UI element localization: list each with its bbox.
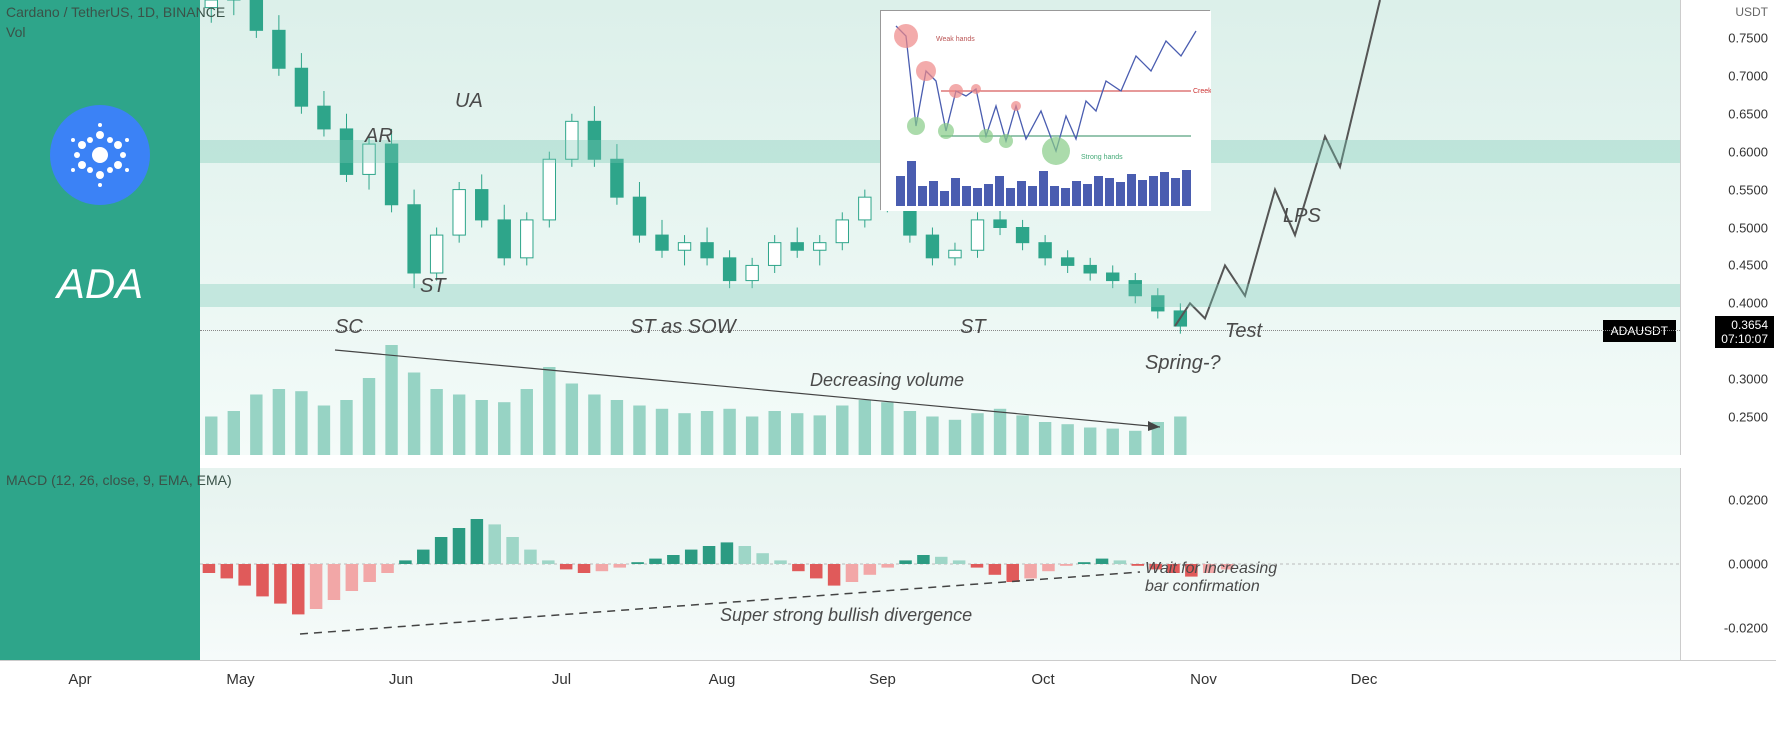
svg-text:Strong hands: Strong hands: [1081, 154, 1123, 161]
macd-panel[interactable]: [0, 468, 1680, 660]
chart-label: UA: [455, 90, 483, 113]
price-tick: 0.2500: [1728, 410, 1768, 425]
macd-title: MACD (12, 26, close, 9, EMA, EMA): [6, 472, 232, 488]
price-tick: 0.6000: [1728, 144, 1768, 159]
symbol-badge: ADAUSDT: [1603, 320, 1676, 342]
time-axis[interactable]: Apr May Jun Jul Aug Sep Oct Nov Dec: [0, 660, 1776, 747]
time-tick: Jul: [552, 671, 571, 688]
time-tick: Sep: [869, 671, 896, 688]
price-tick: 0.6500: [1728, 106, 1768, 121]
chart-label: SC: [335, 316, 363, 339]
price-tick: 0.5500: [1728, 182, 1768, 197]
note-bar-confirm: Wait for increasing bar confirmation: [1145, 560, 1277, 596]
price-badge: 0.3654 07:10:07: [1715, 316, 1774, 349]
price-tick: 0.7500: [1728, 30, 1768, 45]
chart-title: Cardano / TetherUS, 1D, BINANCE: [6, 4, 225, 20]
note-bullish-divergence: Super strong bullish divergence: [720, 605, 972, 626]
time-tick: Apr: [68, 671, 91, 688]
chart-root: ADA Cardano / TetherUS, 1D, BINANCE Vol …: [0, 0, 1776, 747]
time-tick: Nov: [1190, 671, 1217, 688]
chart-label: Test: [1225, 320, 1262, 343]
ada-logo-icon: [50, 105, 150, 205]
svg-text:Creek: Creek: [1193, 88, 1211, 95]
time-tick: Jun: [389, 671, 413, 688]
macd-tick: 0.0200: [1728, 493, 1768, 508]
price-tick: 0.3000: [1728, 372, 1768, 387]
price-axis[interactable]: USDT 0.7500 0.7000 0.6500 0.6000 0.5500 0.500…: [1680, 0, 1776, 455]
chart-label: ST: [960, 316, 986, 339]
price-tick: 0.5000: [1728, 220, 1768, 235]
macd-axis[interactable]: 0.0200 0.0000 -0.0200: [1680, 468, 1776, 660]
time-tick: Aug: [709, 671, 736, 688]
price-tick: 0.4500: [1728, 258, 1768, 273]
price-tick: 0.4000: [1728, 296, 1768, 311]
time-tick: Dec: [1351, 671, 1378, 688]
chart-label: ST: [420, 275, 446, 298]
ticker-label: ADA: [0, 260, 200, 308]
axis-unit: USDT: [1735, 5, 1768, 19]
macd-tick: 0.0000: [1728, 557, 1768, 572]
price-tick: 0.7000: [1728, 68, 1768, 83]
last-price-line: [200, 330, 1680, 331]
vol-label: Vol: [6, 24, 25, 40]
chart-label: ST as SOW: [630, 316, 736, 339]
chart-label: Spring-?: [1145, 352, 1221, 375]
schematic-inset: Weak hands Strong hands Creek: [880, 10, 1210, 210]
note-decreasing-volume: Decreasing volume: [810, 370, 964, 391]
chart-label: AR: [365, 125, 393, 148]
time-tick: Oct: [1031, 671, 1054, 688]
time-tick: May: [226, 671, 254, 688]
logo-sidebar: ADA: [0, 0, 200, 660]
macd-tick: -0.0200: [1724, 621, 1768, 636]
chart-label: LPS: [1283, 205, 1321, 228]
svg-text:Weak hands: Weak hands: [936, 36, 975, 43]
